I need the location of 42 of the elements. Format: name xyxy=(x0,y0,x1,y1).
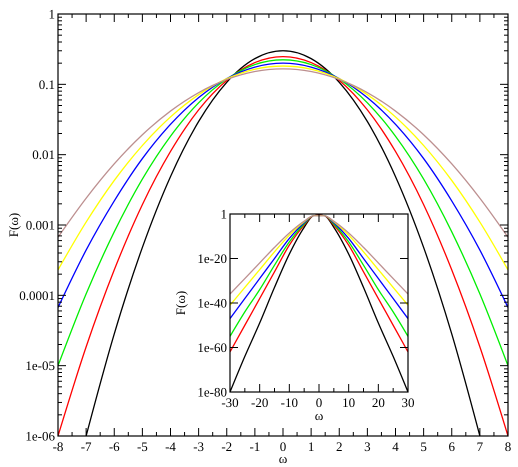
x-tick-label: 30 xyxy=(402,395,414,410)
x-tick-label: -4 xyxy=(165,439,176,454)
y-tick-label: 0.01 xyxy=(32,147,55,162)
x-tick-label: 0 xyxy=(316,395,322,410)
y-tick-label: 0.001 xyxy=(26,218,55,233)
x-tick-label: -5 xyxy=(136,439,148,454)
x-tick-label: 10 xyxy=(342,395,356,410)
y-tick-label: 1e-80 xyxy=(197,384,227,400)
y-tick-label: 1e-20 xyxy=(197,251,227,266)
x-tick-label: 3 xyxy=(364,439,371,454)
x-tick-label: 8 xyxy=(504,439,512,454)
x-tick-label: 0 xyxy=(280,439,286,454)
y-tick-label: 1 xyxy=(48,6,55,22)
line-series xyxy=(58,68,508,238)
x-tick-label: -3 xyxy=(193,439,204,454)
y-tick-label: 1e-05 xyxy=(25,358,55,374)
y-axis-title: F(ω) xyxy=(173,290,188,316)
x-tick-label: -10 xyxy=(280,395,298,410)
x-tick-label: 7 xyxy=(476,439,484,454)
y-tick-label: 0.0001 xyxy=(19,288,55,303)
y-axis-title: F(ω) xyxy=(6,212,22,238)
y-tick-label: 1 xyxy=(220,206,227,222)
x-tick-label: 4 xyxy=(392,439,400,454)
x-axis-title: ω xyxy=(278,451,288,466)
x-tick-label: -8 xyxy=(52,439,64,454)
x-tick-label: 5 xyxy=(420,439,427,454)
x-tick-label: -20 xyxy=(250,395,268,410)
y-tick-label: 1e-60 xyxy=(197,340,227,356)
line-series xyxy=(58,59,508,366)
x-tick-label: 20 xyxy=(372,395,385,410)
y-tick-label: 1e-40 xyxy=(197,296,227,311)
x-tick-label: 1 xyxy=(308,439,314,454)
x-tick-label: -1 xyxy=(249,439,260,454)
x-tick-label: -2 xyxy=(221,439,232,454)
line-series xyxy=(58,65,508,271)
x-tick-label: -7 xyxy=(80,439,92,454)
x-tick-label: -6 xyxy=(108,439,120,454)
y-tick-label: 1e-06 xyxy=(25,428,56,444)
x-tick-label: 6 xyxy=(448,439,456,454)
x-tick-label: 2 xyxy=(336,439,342,454)
y-tick-label: 0.1 xyxy=(38,76,55,92)
x-axis-title: ω xyxy=(314,408,324,423)
